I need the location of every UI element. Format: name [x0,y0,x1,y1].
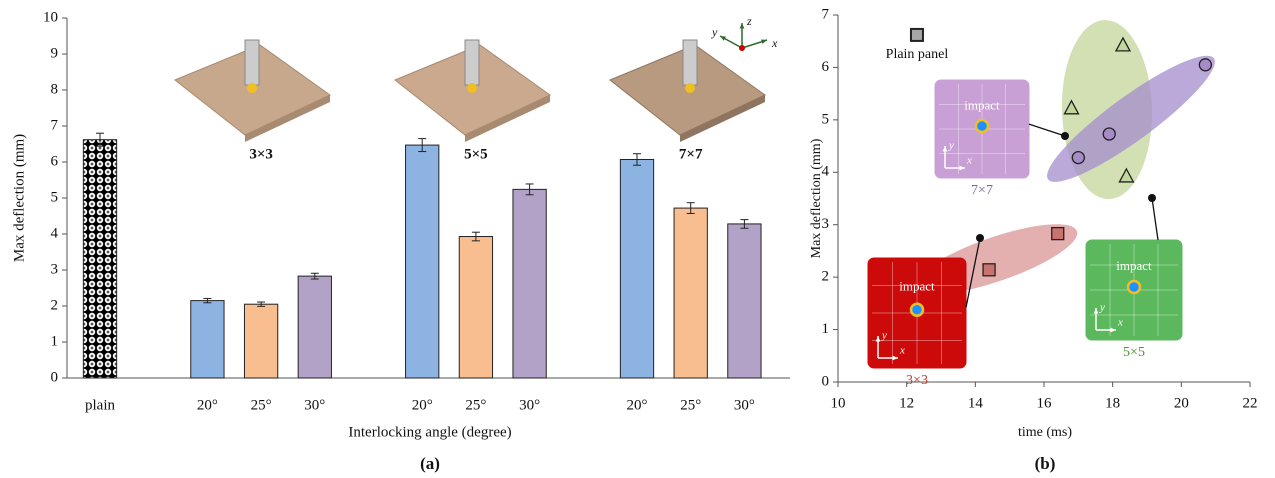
tile-renderings [175,40,765,142]
axis-letter: x [966,155,972,167]
inset-label: 7×7 [971,183,993,198]
legend-label: Plain panel [886,47,949,62]
bar [244,304,277,378]
y-tick-label: 0 [822,373,830,389]
x-tick-label: plain [85,397,115,413]
x-axis-title: Interlocking angle (degree) [348,424,511,440]
y-tick-label: 9 [51,45,59,61]
leader-line [1152,198,1158,240]
axis-letter: x [899,345,905,357]
axis-letter: x [1117,317,1123,329]
impact-point [911,304,923,316]
bar [191,301,224,378]
group-label: 3×3 [249,146,273,162]
axis-letter: y [1099,302,1105,314]
origin [739,45,745,51]
impact-point [1128,281,1140,293]
axis-letter: z [746,14,752,28]
group-label: 5×5 [464,146,488,162]
bar [459,237,492,378]
y-tick-label: 6 [822,59,830,75]
axis-letter: y [948,140,954,152]
y-tick-label: 2 [51,297,59,313]
y-axis-title: Max deflection (mm) [809,138,824,258]
x-tick-label: 18 [1105,395,1120,411]
axis-letter: y [711,25,718,39]
inset-label: 5×5 [1123,345,1145,360]
leader-dot [1061,132,1069,140]
point [1103,128,1115,140]
y-tick-label: 8 [51,81,59,97]
bar [513,189,546,378]
x-tick-label: 30° [734,397,755,413]
x-tick-label: 20° [627,397,648,413]
leader-line [1029,124,1065,136]
bar [406,145,439,378]
y-tick-label: 7 [51,117,59,133]
bar [728,224,761,378]
x-tick-label: 20° [412,397,433,413]
arrow-head [761,39,767,43]
y-tick-label: 2 [822,269,830,285]
y-tick-label: 10 [43,9,58,25]
bar [674,208,707,378]
leader-dot [976,234,984,242]
y-tick-label: 0 [51,369,59,385]
point [1199,59,1211,71]
x-tick-label: 25° [251,397,272,413]
impact-label: impact [964,97,1000,112]
bar [83,140,116,378]
inset-label: 3×3 [906,373,928,388]
y-tick-label: 4 [51,225,59,241]
y-tick-label: 3 [51,261,59,277]
x-tick-label: 16 [1037,395,1053,411]
arrow-head [740,23,745,29]
axis-letter: x [771,36,778,50]
y-axis-title: Max deflection (mm) [11,134,27,262]
impact-label: impact [1116,258,1152,273]
group-label: 7×7 [679,146,703,162]
x-tick-label: 22 [1243,395,1258,411]
x-tick-label: 30° [519,397,540,413]
y-tick-label: 5 [51,189,59,205]
x-tick-label: 20 [1174,395,1189,411]
y-tick-label: 1 [822,321,830,337]
bar [298,276,331,378]
impact-point [976,120,988,132]
y-tick-label: 6 [51,153,59,169]
x-tick-label: 30° [304,397,325,413]
axis-letter: y [881,330,887,342]
point [1072,152,1084,164]
figure: 012345678910Max deflection (mm)Interlock… [0,0,1275,478]
x-tick-label: 10 [831,395,846,411]
y-tick-label: 5 [822,111,830,127]
y-tick-label: 7 [822,6,830,22]
x-tick-label: 12 [899,395,914,411]
leader-dot [1148,194,1156,202]
x-axis-title: time (ms) [1018,425,1072,440]
x-tick-label: 25° [465,397,486,413]
point [1052,228,1064,240]
panel-label: (a) [420,454,440,473]
point [983,264,995,276]
panel-label: (b) [1035,454,1056,473]
y-tick-label: 1 [51,333,59,349]
impact-label: impact [899,279,935,294]
bar [620,159,653,378]
x-tick-label: 20° [197,397,218,413]
x-tick-label: 14 [968,395,984,411]
x-tick-label: 25° [680,397,701,413]
point [911,29,923,41]
